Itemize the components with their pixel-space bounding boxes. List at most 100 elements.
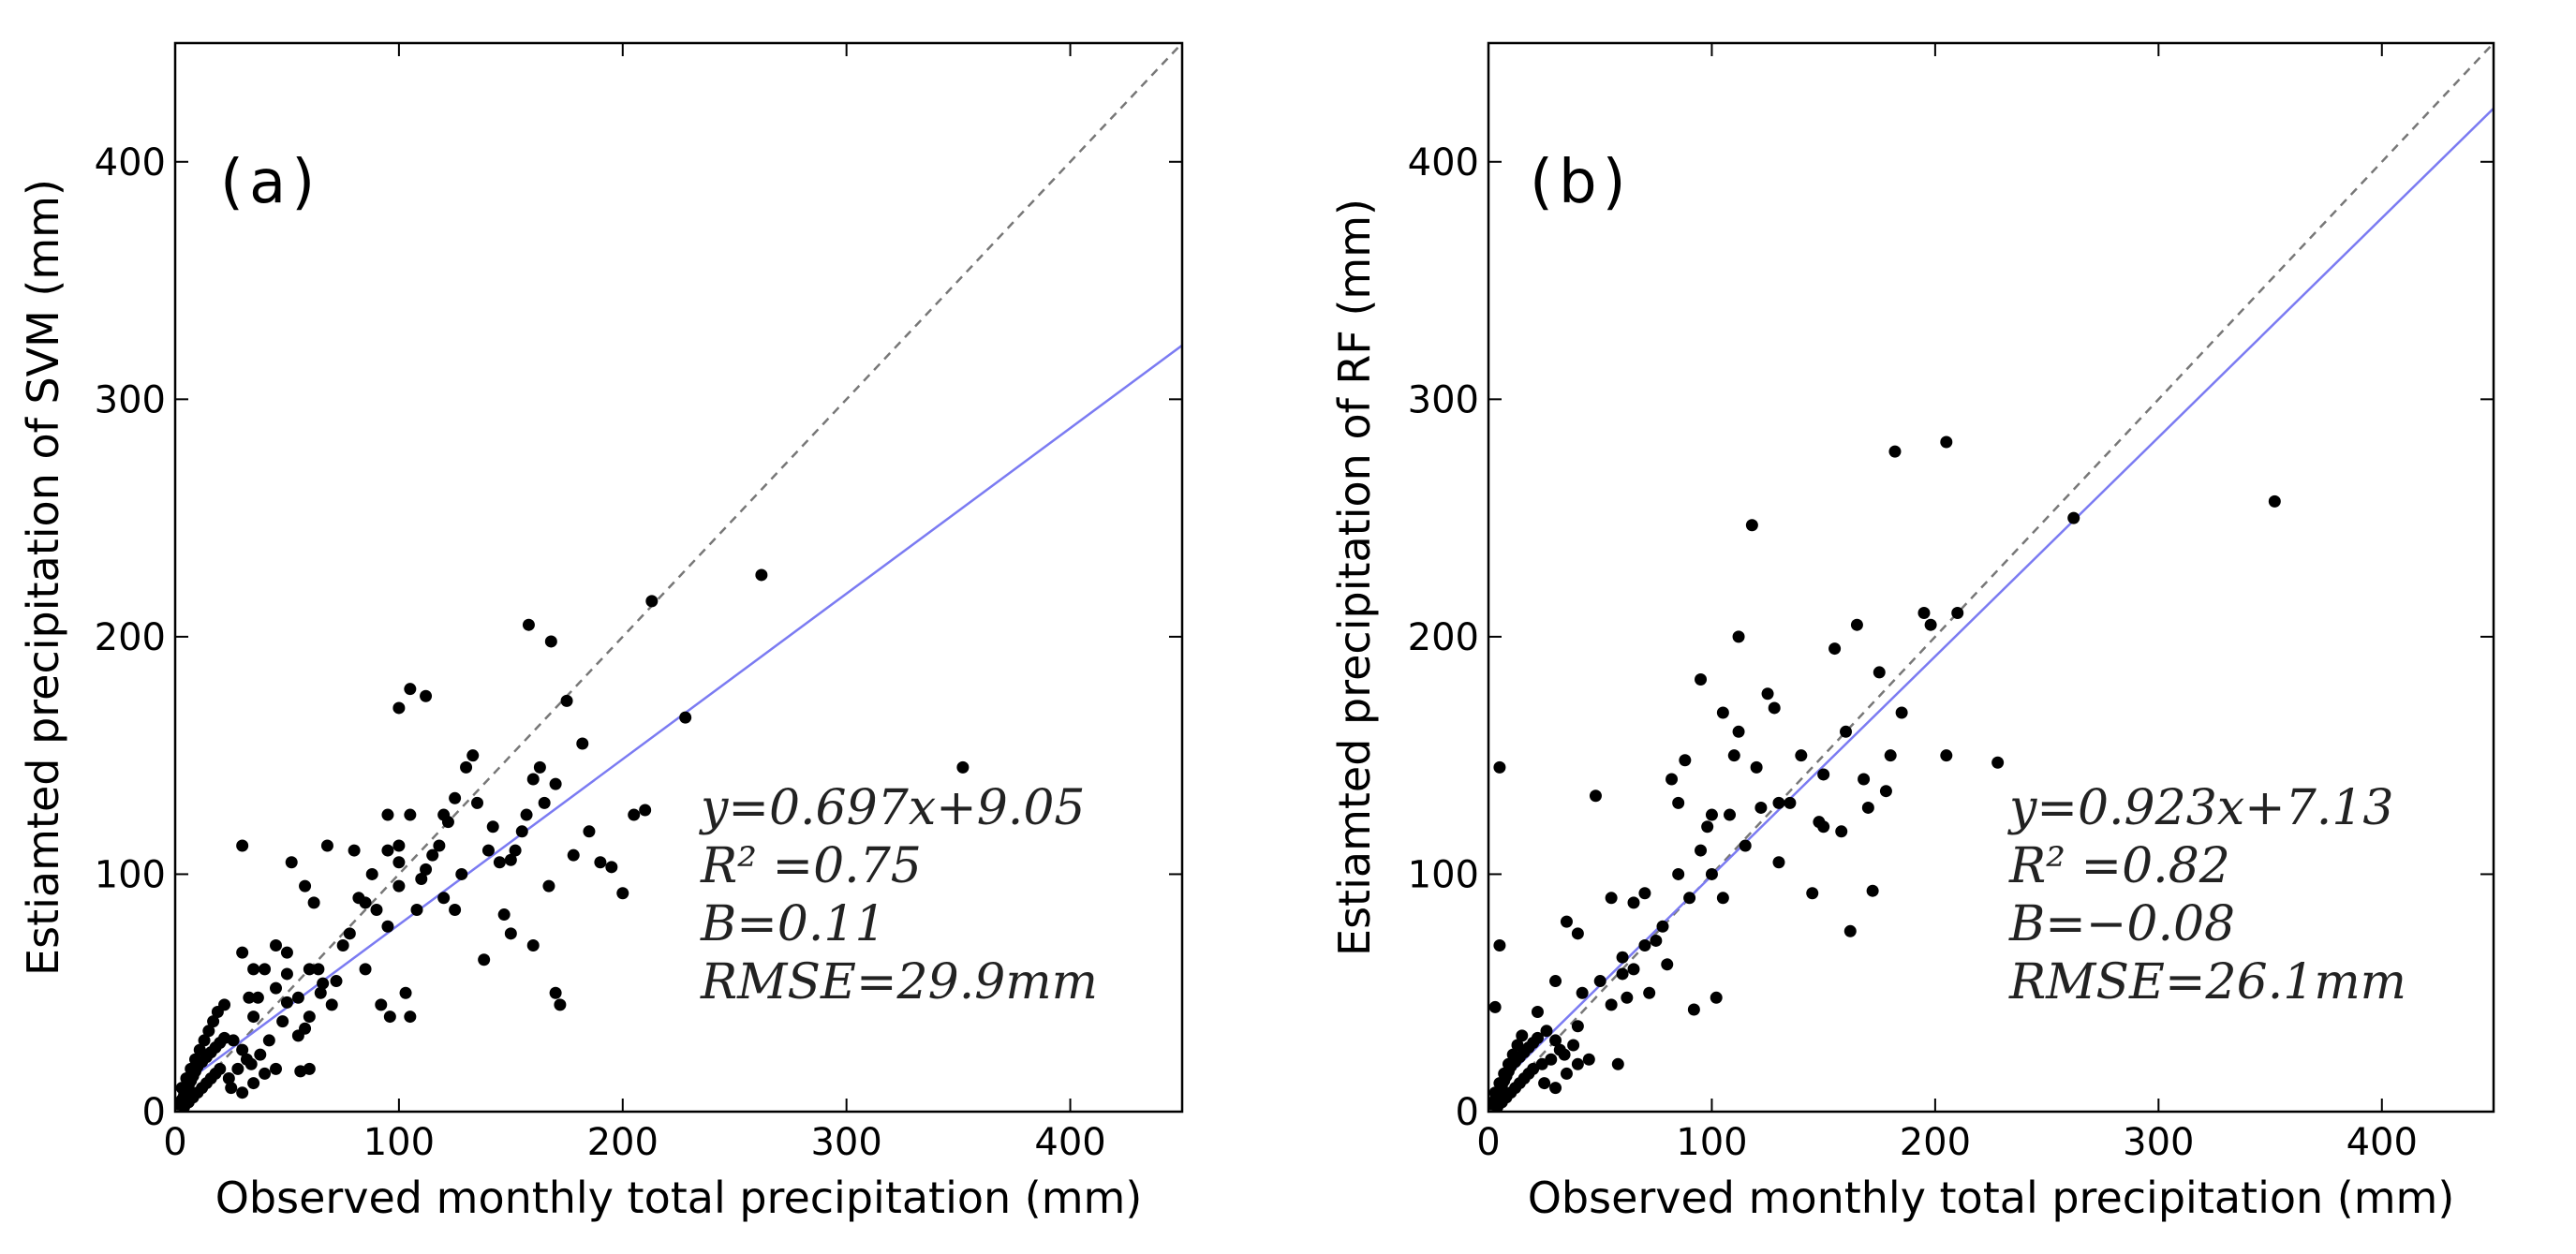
data-point [1488,1086,1502,1099]
data-point [1516,1029,1529,1042]
y-axis-title: Estiamted precipitation of RF (mm) [1329,199,1380,956]
data-point [247,1011,260,1024]
data-point [1531,1006,1544,1019]
data-point [1716,892,1729,905]
data-point [404,683,417,696]
y-axis-title: Estiamted precipitation of SVM (mm) [18,179,68,976]
data-point [1917,607,1931,620]
data-point [1638,939,1651,952]
data-point [1627,963,1640,976]
data-point [1679,754,1692,767]
data-point [1650,934,1663,947]
data-point [280,996,293,1009]
plot-frame [1487,41,2495,1114]
data-point [1727,749,1740,762]
data-point [1951,607,1964,620]
data-point [1605,998,1618,1011]
x-tick-label: 0 [163,1121,186,1164]
x-tick-label: 400 [1034,1121,1105,1164]
data-point [2268,494,2281,508]
panel-label: (a) [220,148,320,217]
data-point [330,975,343,988]
data-point [1493,760,1506,774]
scatter-panel-b: 0 100 200 300 400 0 100 200 300 400 Observed month… [1329,41,2495,1223]
data-point [1558,1048,1571,1061]
data-point [285,856,298,869]
stat-line: R² =0.75 [700,838,922,894]
data-point [236,1086,249,1099]
data-point [270,939,282,952]
data-point [307,896,320,909]
data-point [576,737,589,750]
data-point [1549,1034,1562,1047]
data-point [504,927,517,940]
data-point [1493,939,1506,952]
data-point [560,694,573,707]
data-point [449,903,462,916]
data-point [236,946,249,959]
reference-line [1488,43,2494,1112]
data-point [1593,975,1606,988]
data-point [639,804,652,817]
data-point [1940,749,1953,762]
data-point [1888,445,1902,458]
data-point [1754,801,1768,814]
data-point [1745,519,1758,532]
data-point [189,1053,201,1066]
data-point [244,1057,258,1070]
data-point [359,896,372,909]
data-point [1627,896,1640,909]
data-point [1643,986,1656,999]
data-point [549,986,562,999]
data-point [567,848,580,862]
data-point [343,927,356,940]
data-point [1616,951,1629,964]
data-point [1732,630,1745,643]
data-point [1772,856,1785,869]
data-point [493,856,506,869]
data-point [1571,927,1584,940]
data-point [1873,666,1886,679]
data-point [1806,887,1819,900]
x-axis-title: Observed monthly total precipitation (mm… [1528,1173,2455,1223]
data-point [420,689,433,702]
data-point [392,856,406,869]
data-point [375,998,388,1011]
data-point [554,998,567,1011]
x-tick-label: 200 [587,1121,659,1164]
x-tick-label: 300 [810,1121,881,1164]
data-point [370,903,383,916]
data-point [299,879,312,893]
data-point [222,1072,235,1085]
data-point [437,892,451,905]
data-point [294,1065,307,1078]
data-point [1695,673,1708,686]
stat-line: y=0.697x+9.05 [699,780,1086,836]
data-point [276,1015,289,1028]
data-point [236,1043,249,1056]
data-point [320,839,333,852]
data-point [202,1025,215,1038]
data-point [1687,1003,1700,1016]
data-point [262,1034,275,1047]
data-point [1656,920,1669,933]
data-point [399,986,412,999]
x-tick-label: 300 [2123,1121,2194,1164]
y-tick-label: 100 [1408,853,1479,896]
data-point [628,808,641,821]
data-point [303,1011,316,1024]
data-point [1705,867,1718,880]
data-point [1605,892,1618,905]
data-point [515,825,528,838]
data-point [259,963,272,976]
panel-label: (b) [1530,148,1632,217]
data-point [1828,642,1842,656]
data-point [1701,820,1714,834]
data-point [2067,511,2080,524]
data-point [526,939,540,952]
data-point [460,760,473,774]
x-axis-title: Observed monthly total precipitation (mm… [215,1173,1143,1223]
data-point [1549,1082,1562,1095]
stat-line: RMSE=26.1mm [2008,954,2406,1011]
data-point [259,1067,272,1080]
